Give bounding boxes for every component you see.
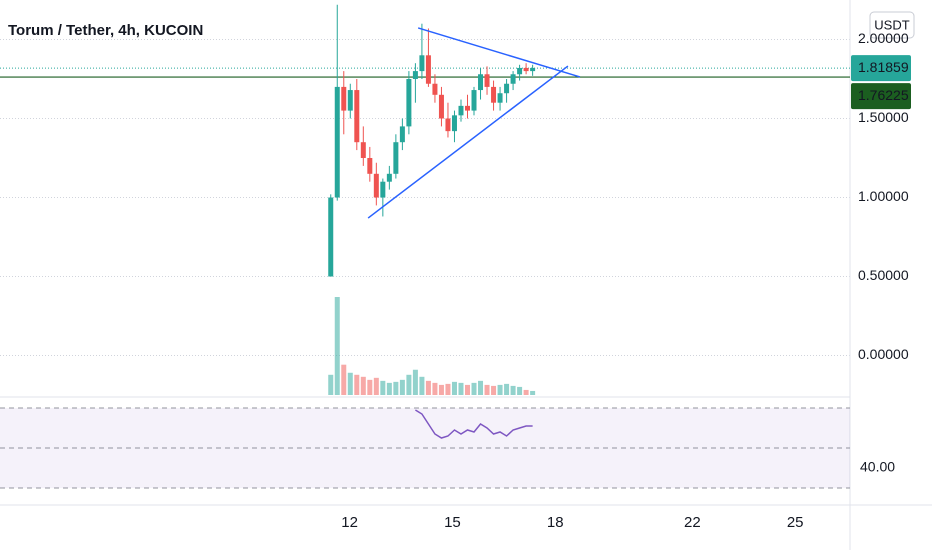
candle-body bbox=[530, 67, 536, 72]
candle-body bbox=[419, 55, 425, 72]
volume-bar bbox=[367, 379, 373, 395]
volume-bar bbox=[425, 380, 431, 395]
volume-bar bbox=[406, 374, 412, 395]
volume-bar bbox=[334, 297, 340, 395]
volume-bar bbox=[432, 382, 438, 395]
volume-bar bbox=[412, 369, 418, 395]
volume-bar bbox=[471, 382, 477, 395]
y-tick-label: 2.00000 bbox=[858, 30, 909, 46]
x-tick-label: 15 bbox=[444, 514, 461, 531]
currency-button[interactable] bbox=[869, 11, 915, 39]
candle-body bbox=[517, 67, 523, 75]
volume-bar bbox=[393, 381, 399, 395]
y-tick-label: 1.50000 bbox=[858, 109, 909, 125]
candle-body bbox=[504, 83, 510, 94]
candle-body bbox=[360, 142, 366, 158]
volume-bar bbox=[399, 379, 405, 395]
volume-bar bbox=[458, 382, 464, 395]
candle-body bbox=[465, 105, 470, 111]
candle-body bbox=[341, 86, 347, 111]
candle-body bbox=[367, 158, 373, 174]
x-tick-label: 12 bbox=[341, 514, 358, 531]
rsi-line bbox=[415, 409, 533, 439]
candle-body bbox=[328, 197, 334, 277]
volume-bar bbox=[380, 380, 386, 395]
level-label: 1.76225 bbox=[858, 87, 909, 103]
volume-bar bbox=[451, 381, 457, 395]
currency-label[interactable]: USDT bbox=[874, 17, 909, 32]
volume-bar bbox=[419, 376, 425, 395]
candle-body bbox=[347, 90, 353, 111]
volume-bar bbox=[517, 386, 523, 395]
candle-body bbox=[386, 173, 392, 182]
level-tag bbox=[851, 83, 911, 110]
candle-body bbox=[380, 181, 386, 198]
x-tick-label: 22 bbox=[684, 514, 701, 531]
volume-bar bbox=[386, 382, 392, 395]
candle-body bbox=[432, 83, 438, 95]
volume-bar bbox=[347, 372, 353, 395]
candle-body bbox=[406, 79, 412, 127]
volume-bar bbox=[491, 385, 497, 395]
candle-body bbox=[399, 126, 405, 143]
y-tick-label: 1.00000 bbox=[858, 188, 909, 204]
volume-bar bbox=[510, 385, 516, 395]
candle-body bbox=[458, 105, 464, 116]
trendline bbox=[417, 27, 581, 78]
candle-body bbox=[354, 90, 360, 143]
volume-bar bbox=[438, 384, 444, 395]
volume-bar bbox=[530, 390, 536, 395]
candle-body bbox=[425, 55, 431, 84]
chart-title: Torum / Tether, 4h, KUCOIN bbox=[8, 22, 203, 39]
candle-body bbox=[478, 74, 484, 91]
volume-bar bbox=[484, 384, 490, 395]
volume-bar bbox=[445, 383, 451, 395]
candle-body bbox=[373, 173, 379, 198]
volume-bar bbox=[328, 374, 334, 395]
candle-body bbox=[471, 90, 477, 111]
y-tick-label: 0.00000 bbox=[858, 346, 909, 362]
volume-bar bbox=[465, 384, 470, 395]
rsi-tick-label: 40.00 bbox=[860, 459, 895, 475]
candle-body bbox=[412, 71, 418, 79]
candle-body bbox=[334, 86, 340, 198]
volume-bar bbox=[478, 380, 484, 395]
trendline bbox=[367, 65, 569, 219]
volume-bar bbox=[354, 374, 360, 395]
candle-body bbox=[393, 142, 399, 174]
x-tick-label: 25 bbox=[787, 514, 804, 531]
volume-bar bbox=[504, 383, 510, 395]
candle-body bbox=[510, 74, 516, 84]
volume-bar bbox=[497, 384, 503, 395]
candle-body bbox=[445, 118, 451, 132]
candle-body bbox=[523, 67, 529, 72]
volume-bar bbox=[341, 364, 347, 395]
volume-bar bbox=[373, 377, 379, 395]
y-tick-label: 0.50000 bbox=[858, 267, 909, 283]
candle-body bbox=[491, 86, 497, 103]
last-price-tag bbox=[851, 55, 911, 82]
volume-bar bbox=[523, 389, 529, 395]
candle-body bbox=[484, 74, 490, 87]
last-price-label: 1.81859 bbox=[858, 59, 909, 75]
volume-bar bbox=[360, 376, 366, 395]
x-tick-label: 18 bbox=[547, 514, 564, 531]
candle-body bbox=[438, 94, 444, 119]
candle-body bbox=[451, 115, 457, 132]
candle-body bbox=[497, 93, 503, 103]
